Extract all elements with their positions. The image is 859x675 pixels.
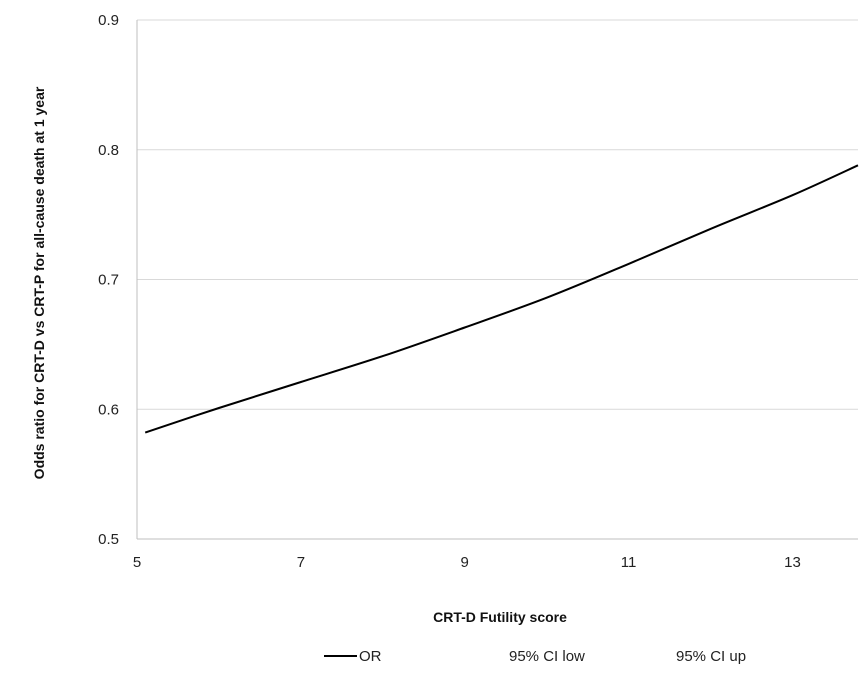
legend: OR 95% CI low 95% CI up <box>324 648 746 665</box>
y-tick-label-0.8: 0.8 <box>98 142 119 159</box>
series-lines <box>144 164 859 434</box>
x-tick-label-11: 11 <box>621 554 637 571</box>
gridlines <box>137 19 858 410</box>
y-tick-label-0.9: 0.9 <box>98 12 119 29</box>
y-tick-labels: 0.5 0.6 0.7 0.8 0.9 <box>98 12 119 548</box>
legend-label-1: 95% CI low <box>509 648 585 665</box>
x-tick-label-7: 7 <box>297 554 305 571</box>
y-tick-label-0.6: 0.6 <box>98 401 119 418</box>
x-tick-labels: 5 7 9 11 13 <box>133 554 801 571</box>
y-tick-label-0.5: 0.5 <box>98 531 119 548</box>
legend-label-0: OR <box>359 648 382 665</box>
axes <box>136 20 858 540</box>
y-tick-label-0.7: 0.7 <box>98 272 119 289</box>
series-line-0 <box>144 164 859 434</box>
legend-label-2: 95% CI up <box>676 648 746 665</box>
x-tick-label-9: 9 <box>461 554 469 571</box>
x-tick-label-5: 5 <box>133 554 141 571</box>
x-tick-label-13: 13 <box>784 554 801 571</box>
y-axis-title: Odds ratio for CRT-D vs CRT-P for all-ca… <box>31 86 47 479</box>
x-axis-title: CRT-D Futility score <box>433 609 567 625</box>
